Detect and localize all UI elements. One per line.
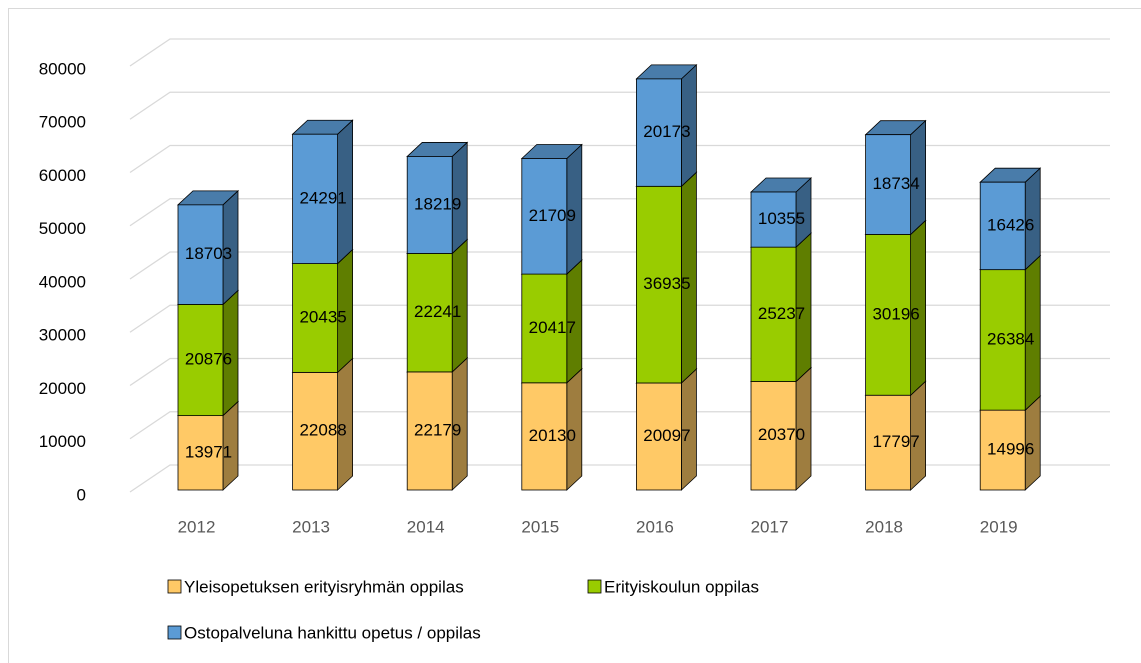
grid-line	[129, 411, 1110, 440]
grid-line	[129, 198, 1110, 227]
data-label: 21709	[529, 206, 576, 225]
y-tick-label: 60000	[39, 166, 86, 185]
data-label: 20097	[643, 426, 690, 445]
x-tick-label: 2014	[407, 517, 445, 536]
data-label: 22179	[414, 420, 461, 439]
bar	[979, 409, 1026, 491]
legend-swatch	[167, 625, 182, 640]
bar	[177, 304, 224, 417]
legend-label: Erityiskoulun oppilas	[604, 577, 759, 596]
data-label: 22088	[299, 421, 346, 440]
x-tick-label: 2017	[751, 517, 789, 536]
y-tick-label: 80000	[39, 59, 86, 78]
bar	[177, 204, 224, 305]
bar	[292, 263, 339, 373]
data-label: 16426	[987, 215, 1034, 234]
data-label: 20876	[185, 350, 232, 369]
bar	[750, 191, 797, 248]
data-label: 25237	[758, 304, 805, 323]
bar	[521, 158, 568, 275]
y-tick-label: 10000	[39, 432, 86, 451]
data-label: 20130	[529, 426, 576, 445]
x-tick-label: 2015	[521, 517, 559, 536]
y-tick-label: 50000	[39, 219, 86, 238]
data-label: 13971	[185, 442, 232, 461]
x-tick-label: 2012	[178, 517, 216, 536]
x-tick-label: 2019	[980, 517, 1018, 536]
data-label: 10355	[758, 209, 805, 228]
y-tick-label: 0	[77, 485, 86, 504]
y-tick-label: 70000	[39, 113, 86, 132]
data-label: 36935	[643, 274, 690, 293]
grid-line	[129, 38, 1110, 67]
y-tick-label: 40000	[39, 272, 86, 291]
legend-swatch	[167, 579, 182, 594]
grid-line	[129, 357, 1110, 387]
bar	[636, 382, 682, 491]
data-label: 14996	[987, 440, 1034, 459]
data-label: 26384	[987, 329, 1034, 348]
data-label: 22241	[414, 302, 461, 321]
bar	[406, 156, 453, 254]
bar	[636, 185, 682, 384]
data-label: 20435	[299, 307, 346, 326]
bar	[177, 415, 224, 491]
grid-line	[129, 91, 1110, 120]
bar	[979, 269, 1026, 411]
grid-line	[129, 144, 1110, 174]
x-tick-label: 2013	[292, 517, 330, 536]
data-label: 24291	[299, 188, 346, 207]
bar	[865, 234, 911, 396]
bar	[406, 253, 453, 373]
bar	[865, 134, 911, 235]
bar	[750, 381, 797, 491]
data-label: 17797	[872, 432, 919, 451]
bar	[292, 133, 339, 264]
legend-label: Ostopalveluna hankittu opetus / oppilas	[184, 623, 481, 642]
grid-line	[129, 251, 1110, 280]
grid-line	[129, 304, 1110, 333]
x-tick-label: 2018	[865, 517, 903, 536]
data-label: 20173	[643, 122, 690, 141]
bar	[979, 181, 1026, 271]
legend-label: Yleisopetuksen erityisryhmän oppilas	[184, 577, 464, 596]
data-label: 20370	[758, 425, 805, 444]
bar	[865, 394, 911, 491]
data-label: 18703	[185, 244, 232, 263]
y-tick-label: 30000	[39, 326, 86, 345]
grid-line	[129, 464, 1110, 493]
bar	[521, 382, 568, 491]
data-label: 30196	[872, 304, 919, 323]
data-label: 18219	[414, 194, 461, 213]
bar	[521, 273, 568, 384]
legend-swatch	[587, 579, 602, 594]
x-tick-label: 2016	[636, 517, 674, 536]
bar	[406, 371, 453, 491]
y-tick-label: 20000	[39, 379, 86, 398]
bar	[636, 78, 682, 187]
data-label: 18734	[872, 174, 919, 193]
data-label: 20417	[529, 318, 576, 337]
chart-frame	[8, 8, 1141, 663]
